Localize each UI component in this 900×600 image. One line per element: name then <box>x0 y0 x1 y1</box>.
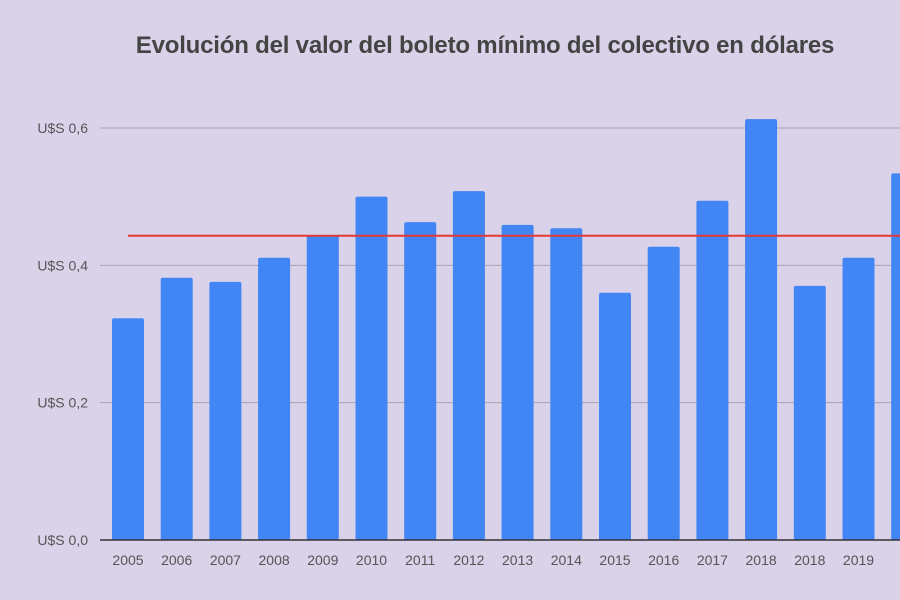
x-tick-label: 2005 <box>112 552 143 568</box>
bar <box>404 222 437 540</box>
bar <box>745 119 778 540</box>
bar <box>452 191 485 540</box>
x-tick-label: 2008 <box>259 552 290 568</box>
x-tick-label: 2011 <box>405 552 435 568</box>
bar <box>209 281 242 540</box>
x-tick-label: 2012 <box>453 552 484 568</box>
x-tick-label: 2018 <box>794 552 825 568</box>
bar <box>355 196 388 540</box>
x-tick-label: 2013 <box>502 552 533 568</box>
x-tick-label: 2010 <box>356 552 387 568</box>
y-tick-label: U$S 0,2 <box>37 395 88 411</box>
bar <box>160 277 193 540</box>
bar <box>891 173 900 540</box>
x-tick-label: 2007 <box>210 552 241 568</box>
bar <box>306 235 339 540</box>
x-tick-label: 2015 <box>599 552 630 568</box>
bar <box>696 200 729 540</box>
x-tick-label: 2018 <box>746 552 777 568</box>
bar <box>550 228 583 540</box>
x-tick-label: 2017 <box>697 552 728 568</box>
x-tick-label: 2014 <box>551 552 582 568</box>
bar <box>647 246 680 540</box>
bar <box>501 224 534 540</box>
bar <box>599 292 631 540</box>
x-tick-label: 2019 <box>843 552 874 568</box>
y-tick-label: U$S 0,6 <box>37 120 88 136</box>
y-tick-label: U$S 0,4 <box>37 257 88 273</box>
bar <box>258 257 291 540</box>
bar <box>842 257 875 540</box>
x-tick-label: 2006 <box>161 552 192 568</box>
y-tick-label: U$S 0,0 <box>37 532 88 548</box>
bar <box>793 285 826 540</box>
chart-title: Evolución del valor del boleto mínimo de… <box>135 32 835 59</box>
x-tick-label: 2009 <box>307 552 338 568</box>
x-tick-label: 2016 <box>648 552 679 568</box>
bar <box>112 318 144 540</box>
